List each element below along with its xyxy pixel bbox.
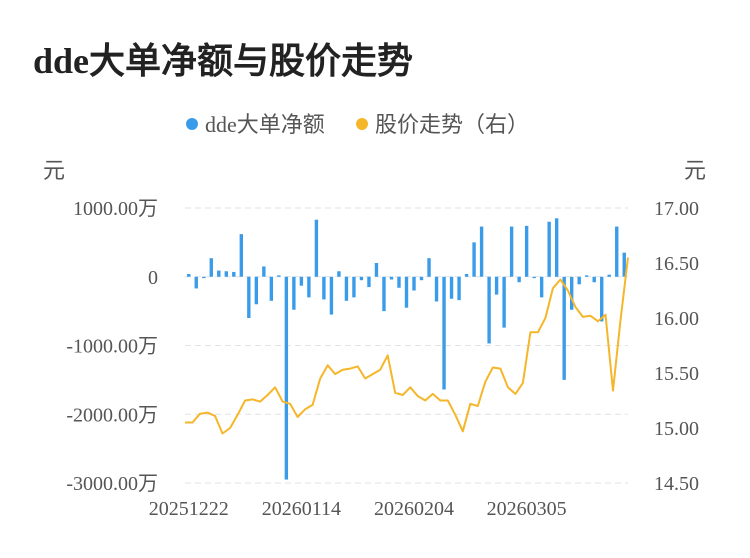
right-tick-label: 17.00 (654, 198, 699, 220)
right-tick-label: 16.50 (654, 253, 699, 275)
dde-bar (397, 276, 401, 288)
dde-bar (427, 258, 431, 277)
dde-bar (539, 276, 544, 298)
dde-bar (532, 276, 536, 279)
dde-bar (292, 276, 296, 310)
legend-swatch-price (356, 118, 368, 130)
dde-bar (434, 276, 439, 302)
dde-bar (472, 242, 476, 277)
dde-bar (615, 226, 619, 277)
dde-bar (547, 221, 551, 277)
dde-bar (307, 276, 311, 298)
right-tick-label: 15.00 (654, 418, 699, 440)
x-tick-label: 20260204 (374, 498, 454, 520)
dde-bar (502, 276, 506, 328)
dde-bar (600, 276, 604, 322)
left-axis-unit: 元 (43, 158, 65, 183)
dde-bar (262, 266, 266, 277)
right-tick-label: 16.00 (654, 308, 699, 330)
dde-bar (194, 276, 198, 289)
dde-bar (329, 276, 334, 315)
gridlines (185, 207, 628, 484)
price-line-group (185, 257, 629, 435)
x-tick-label: 20251222 (149, 498, 229, 520)
dde-bar (322, 276, 326, 300)
dde-bar (299, 276, 304, 286)
dde-bar (359, 276, 364, 281)
dde-bar (382, 276, 386, 312)
dde-bar (374, 263, 379, 277)
dde-bar (187, 274, 191, 277)
left-axis-ticks: 1000.00万 0 -1000.00万 -2000.00万 -3000.00万 (66, 198, 158, 495)
dde-bar (479, 226, 484, 277)
right-tick-label: 14.50 (654, 473, 699, 495)
price-line (185, 257, 629, 435)
chart-title: dde大单净额与股价走势 (33, 41, 414, 81)
dde-bar (412, 276, 416, 291)
dde-bar (284, 276, 289, 480)
dde-bar (217, 270, 221, 277)
dde-bar (277, 275, 281, 277)
legend: dde大单净额 股价走势（右） (186, 112, 529, 137)
dde-bar (585, 275, 589, 277)
dde-bar (517, 276, 521, 283)
dde-bar (464, 274, 469, 277)
dde-bar (352, 276, 356, 298)
left-tick-label: -1000.00万 (66, 336, 158, 358)
dde-bar (562, 276, 566, 380)
dde-bar (622, 252, 626, 277)
x-axis-ticks: 20251222 20260114 20260204 20260305 (149, 498, 567, 520)
legend-swatch-dde (186, 118, 198, 130)
dde-bar (509, 226, 514, 277)
dde-bar (209, 258, 213, 277)
x-tick-label: 20260114 (262, 498, 341, 520)
dde-bar (224, 271, 228, 277)
dde-bar (239, 234, 244, 277)
dde-bar (457, 276, 461, 301)
dde-bar (367, 276, 371, 288)
left-tick-label: -2000.00万 (66, 404, 158, 426)
dde-bar (314, 219, 319, 277)
dde-bar (449, 276, 454, 299)
dde-bar (254, 276, 259, 305)
x-tick-label: 20260305 (487, 498, 567, 520)
dde-bar (487, 276, 491, 344)
dde-bar (607, 274, 611, 277)
dde-bar (404, 276, 409, 308)
dde-bars (187, 218, 626, 480)
left-tick-label: -3000.00万 (66, 473, 158, 495)
dde-bar (592, 276, 596, 283)
dde-bar (554, 218, 559, 277)
dde-bar (577, 276, 581, 285)
dde-bar (247, 276, 251, 318)
right-axis-ticks: 17.00 16.50 16.00 15.50 15.00 14.50 (654, 198, 699, 495)
dde-bar (202, 276, 206, 279)
left-tick-label: 1000.00万 (73, 198, 158, 220)
legend-label-price: 股价走势（右） (375, 112, 529, 137)
right-tick-label: 15.50 (654, 363, 699, 385)
dde-bar (442, 276, 446, 390)
dde-bar (344, 276, 349, 301)
dde-bar (337, 271, 341, 277)
dde-bar (232, 271, 236, 277)
dde-bar (419, 276, 424, 281)
right-axis-unit: 元 (684, 158, 706, 183)
dde-bar (389, 276, 394, 280)
dde-bar (569, 276, 574, 310)
dde-bar (494, 276, 499, 295)
dde-bar (269, 276, 274, 301)
legend-label-dde: dde大单净额 (205, 112, 325, 137)
dde-bar (524, 225, 529, 277)
left-tick-label: 0 (148, 267, 158, 289)
